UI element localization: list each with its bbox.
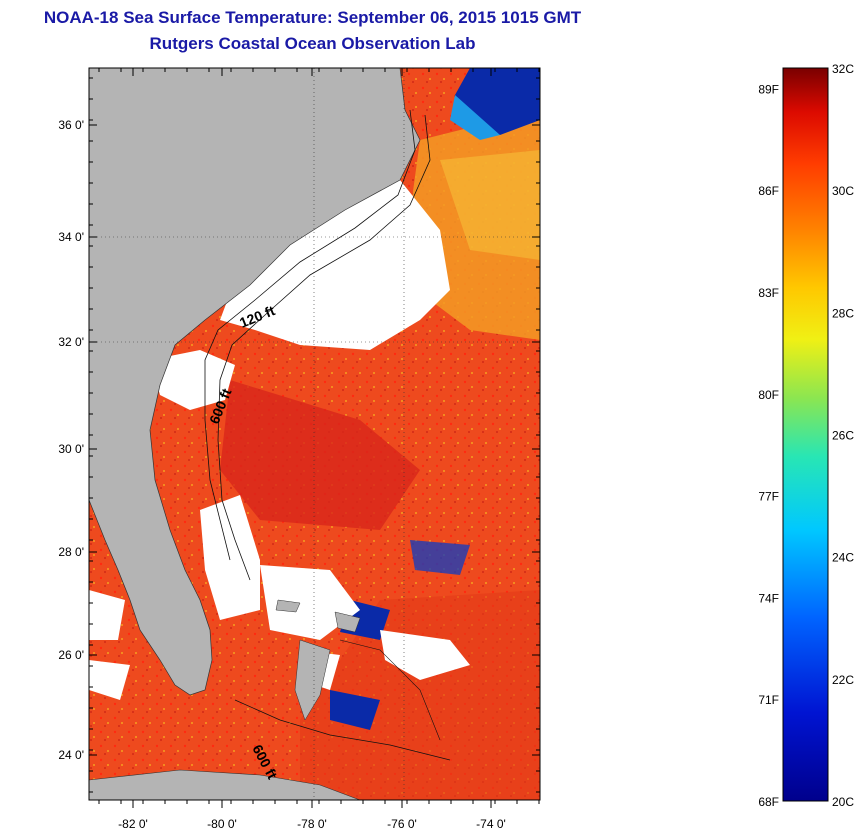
colorbar-celsius-label: 32C (832, 62, 854, 76)
colorbar-fahrenheit-label: 86F (758, 184, 779, 198)
sst-cold-patch-2 (410, 540, 470, 575)
sst-cool-region (450, 95, 500, 140)
map-title: NOAA-18 Sea Surface Temperature: Septemb… (43, 8, 582, 27)
colorbar-fahrenheit-label: 71F (758, 693, 779, 707)
map-area[interactable]: 120 ft 600 ft 600 ft (89, 68, 540, 800)
lon-tick-label: -80 0' (207, 817, 237, 831)
colorbar-fahrenheit-label: 83F (758, 286, 779, 300)
lon-tick-label: -74 0' (476, 817, 506, 831)
colorbar-celsius-label: 28C (832, 306, 854, 320)
land-andros (294, 639, 331, 721)
colorbar-gradient (782, 67, 829, 802)
latitude-axis: 36 0' 34 0' 32 0' 30 0' 28 0' 26 0' 24 0' (58, 77, 540, 793)
cloud-cover-gulf-2 (89, 660, 130, 700)
colorbar-celsius-label: 24C (832, 551, 854, 565)
isobath-600ft-south (234, 699, 451, 761)
colorbar-fahrenheit-label: 89F (758, 82, 779, 96)
land-abaco (334, 611, 361, 633)
isobath-120ft (204, 109, 416, 561)
lon-tick-label: -78 0' (297, 817, 327, 831)
map-border (88, 67, 541, 801)
lat-tick-label: 26 0' (58, 648, 84, 662)
colorbar-fahrenheit-label: 74F (758, 591, 779, 605)
lon-tick-label: -76 0' (387, 817, 417, 831)
cloud-cover-bahamas (260, 565, 360, 640)
colorbar-celsius-label: 20C (832, 795, 854, 809)
isobath-bahamas (339, 639, 441, 741)
cloud-cover-georgia (150, 350, 235, 410)
colorbar-fahrenheit-label: 77F (758, 490, 779, 504)
lat-tick-label: 24 0' (58, 748, 84, 762)
lat-tick-label: 34 0' (58, 230, 84, 244)
sst-yellow-region (440, 150, 540, 260)
colorbar: 32C 30C 28C 26C 24C 22C 20C 89F 86F 83F 80F 77F 74F… (758, 62, 854, 809)
longitude-axis: -82 0' -80 0' -78 0' -76 0' -74 0' (98, 68, 540, 831)
isobath-600ft (217, 114, 431, 581)
colorbar-celsius-label: 30C (832, 184, 854, 198)
sst-cold-patch-3 (330, 690, 380, 730)
colorbar-celsius-label: 26C (832, 429, 854, 443)
lon-tick-label: -82 0' (118, 817, 148, 831)
lat-tick-label: 30 0' (58, 442, 84, 456)
cloud-cover-florida (200, 495, 260, 620)
colorbar-fahrenheit-labels: 89F 86F 83F 80F 77F 74F 71F 68F (758, 82, 779, 809)
sst-south-region (300, 590, 540, 800)
sst-hot-region (220, 380, 420, 530)
cloud-cover-shelf (220, 180, 450, 350)
colorbar-celsius-label: 22C (832, 673, 854, 687)
map-subtitle: Rutgers Coastal Ocean Observation Lab (149, 34, 476, 53)
cloud-cover-gulf (89, 590, 125, 640)
cloud-cover-east (380, 630, 470, 680)
land-southeast-us (89, 68, 421, 696)
land-cuba (89, 769, 361, 800)
colorbar-fahrenheit-label: 68F (758, 795, 779, 809)
colorbar-celsius-labels: 32C 30C 28C 26C 24C 22C 20C (832, 62, 854, 809)
land-grand-bahama (275, 599, 301, 613)
lat-tick-label: 32 0' (58, 335, 84, 349)
lat-tick-label: 28 0' (58, 545, 84, 559)
lat-tick-label: 36 0' (58, 118, 84, 132)
colorbar-fahrenheit-label: 80F (758, 388, 779, 402)
